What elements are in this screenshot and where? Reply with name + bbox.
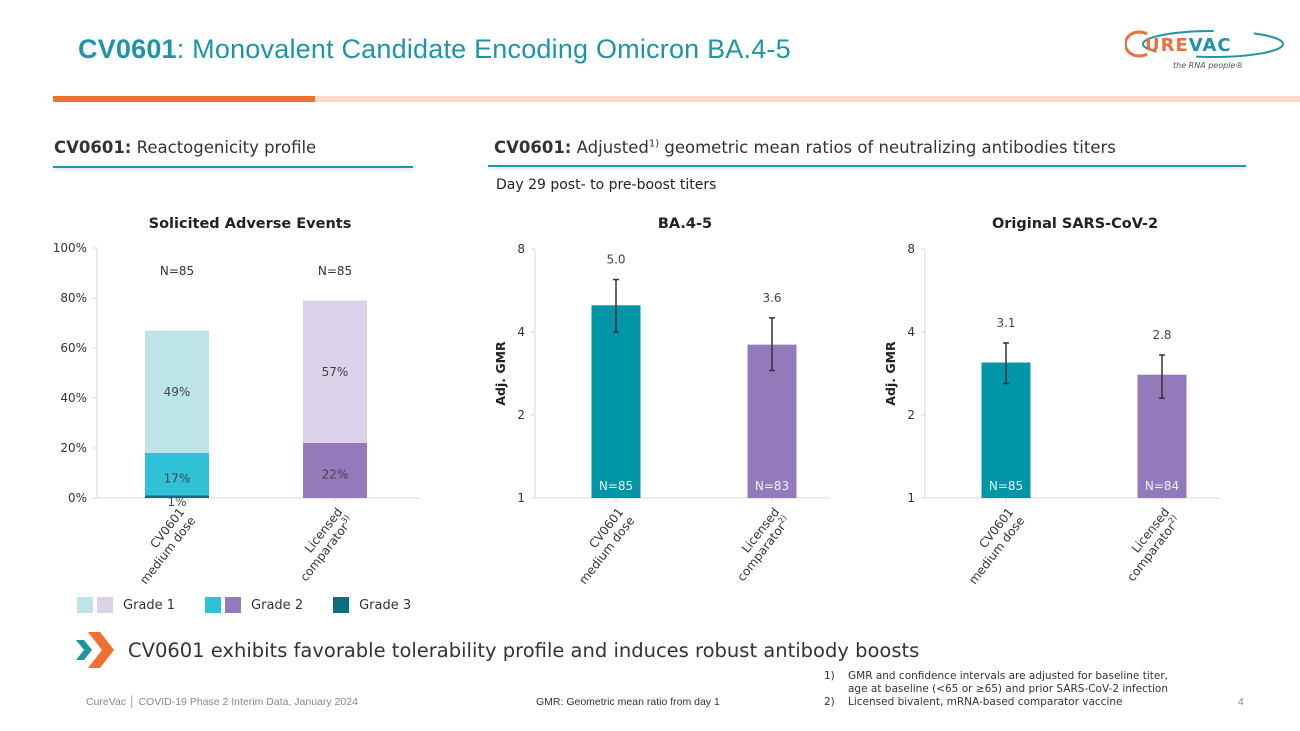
n-label: N=83 [755, 479, 789, 493]
legend-label: Grade 3 [359, 597, 412, 613]
y-tick-label: 1 [907, 491, 915, 505]
left-heading-bold: CV0601: [54, 138, 132, 157]
y-tick-label: 2 [907, 408, 915, 422]
y-tick-label: 20% [60, 441, 87, 455]
data-label: 57% [322, 365, 349, 379]
left-heading-rest: Reactogenicity profile [131, 138, 317, 157]
footnote-number: 2) [824, 696, 835, 708]
right-heading-footnote-ref: 1) [648, 138, 660, 150]
n-label: N=84 [1145, 479, 1179, 493]
title-bold: CV0601 [78, 34, 177, 64]
bar-segment-grade-3 [145, 495, 209, 498]
footnotes: 1) GMR and confidence intervals are adju… [824, 670, 1168, 709]
curevac-logo: UREVAC the RNA people® [1123, 24, 1285, 74]
right-heading-bold: CV0601: [494, 138, 572, 157]
right-heading-rest-1: Adjusted [571, 138, 649, 157]
bar [981, 362, 1031, 498]
left-section-heading: CV0601: Reactogenicity profile [54, 138, 316, 157]
y-axis-label: Adj. GMR [493, 341, 508, 406]
data-label: 22% [322, 468, 349, 482]
chevron-teal [76, 640, 92, 660]
y-tick-label: 8 [517, 242, 525, 256]
bar-segment-grade-2 [145, 453, 209, 496]
footer-gmr-note: GMR: Geometric mean ratio from day 1 [536, 696, 720, 708]
legend-swatch-grade2-teal [205, 597, 222, 613]
accent-bar-light [315, 96, 1300, 102]
chart-title-ba45: BA.4-5 [657, 216, 713, 232]
y-tick-label: 4 [907, 325, 915, 339]
legend-item-grade-1: Grade 1 [77, 597, 175, 613]
right-heading-rest-2: geometric mean ratios of neutralizing an… [659, 138, 1116, 157]
chevron-orange [88, 632, 114, 668]
accent-bar-orange [53, 96, 315, 102]
y-tick-label: 60% [60, 341, 87, 355]
right-section-heading: CV0601: Adjusted1) geometric mean ratios… [494, 138, 1116, 157]
footnote-1: 1) GMR and confidence intervals are adju… [824, 670, 1168, 696]
legend: Grade 1 Grade 2 Grade 3 [77, 597, 411, 613]
y-tick-label: 2 [517, 408, 525, 422]
logo-c-arc [1123, 30, 1148, 58]
conclusion-text: CV0601 exhibits favorable tolerability p… [128, 639, 920, 662]
bar-segment-grade-2 [303, 443, 367, 498]
n-label: N=85 [318, 264, 352, 278]
value-label: 3.6 [762, 291, 781, 305]
y-tick-label: 8 [907, 242, 915, 256]
title-rest: : Monovalent Candidate Encoding Omicron … [176, 34, 791, 64]
legend-swatch-grade3 [333, 597, 350, 613]
y-tick-label: 4 [517, 325, 525, 339]
legend-label: Grade 2 [251, 597, 304, 613]
bar [591, 305, 641, 498]
right-subtitle: Day 29 post- to pre-boost titers [496, 177, 717, 193]
bar-segment-grade-1 [145, 330, 209, 453]
n-label: N=85 [989, 479, 1023, 493]
footnote-text: Licensed bivalent, mRNA-based comparator… [848, 696, 1123, 708]
chevron-arrow-icon [76, 632, 114, 668]
y-axis-label: Adj. GMR [883, 341, 898, 406]
legend-label: Grade 1 [123, 597, 176, 613]
legend-item-grade-2: Grade 2 [205, 597, 303, 613]
logo-swoosh [1142, 30, 1284, 58]
legend-swatch-grade1-teal [77, 597, 93, 613]
footnote-text: GMR and confidence intervals are adjuste… [848, 670, 1168, 682]
left-section-underline [53, 166, 413, 168]
y-tick-label: 40% [60, 391, 87, 405]
y-tick-label: 0% [68, 491, 87, 505]
legend-swatch-grade1-purple [97, 597, 113, 613]
n-label: N=85 [160, 264, 194, 278]
value-label: 2.8 [1152, 328, 1171, 342]
chart-title-original: Original SARS-CoV-2 [991, 216, 1159, 232]
logo-graphic: UREVAC the RNA people® [1123, 30, 1284, 70]
footnote-text-cont: age at baseline (<65 or ≥65) and prior S… [848, 683, 1168, 695]
n-label: N=85 [599, 479, 633, 493]
y-tick-label: 1 [517, 491, 525, 505]
data-label: 17% [164, 471, 191, 485]
legend-swatch-grade2-purple [225, 597, 242, 613]
y-tick-label: 100% [53, 241, 87, 255]
right-section-underline [488, 165, 1246, 167]
chart-adverse-events: 0%20%40%60%80%100%1%17%49%N=85CV0601medi… [53, 241, 420, 587]
data-label: 49% [164, 385, 191, 399]
footer-source: CureVac │ COVID-19 Phase 2 Interim Data,… [86, 696, 358, 708]
value-label: 3.1 [996, 316, 1015, 330]
logo-tagline: the RNA people® [1173, 61, 1243, 70]
chart-title-adverse-events: Solicited Adverse Events [148, 216, 352, 232]
slide-title: CV0601: Monovalent Candidate Encoding Om… [78, 34, 791, 65]
legend-item-grade-3: Grade 3 [333, 597, 411, 613]
footnote-2: 2) Licensed bivalent, mRNA-based compara… [824, 696, 1168, 709]
logo-text: UREVAC [1145, 35, 1232, 56]
value-label: 5.0 [606, 253, 625, 267]
bar-segment-grade-1 [303, 300, 367, 443]
footnote-number: 1) [824, 670, 835, 682]
y-tick-label: 80% [60, 291, 87, 305]
page-number: 4 [1238, 696, 1244, 708]
